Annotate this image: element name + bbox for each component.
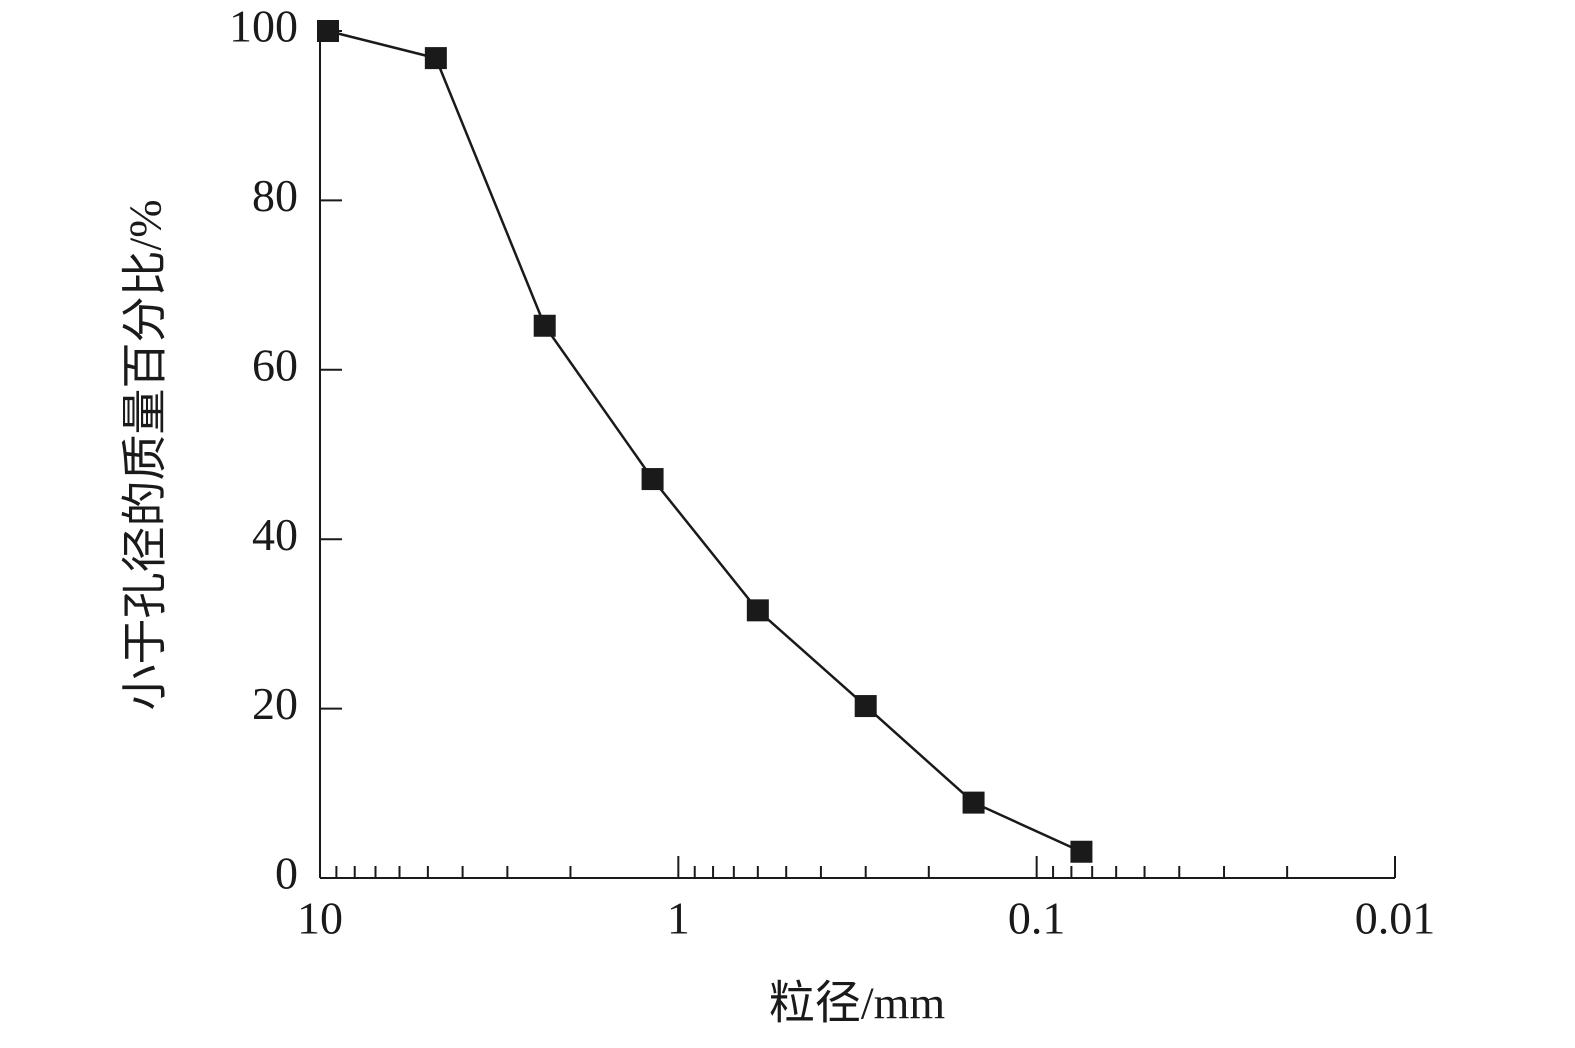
y-tick-label: 60 [252,339,298,390]
marker [641,468,664,491]
data-line [327,29,1082,853]
x-axis-label: 粒径/mm [769,978,946,1029]
y-axis-label: 小于孔径的质量百分比/% [120,199,171,710]
marker [854,695,877,718]
marker [1070,840,1093,863]
y-tick-label: 0 [275,848,298,899]
marker [424,47,447,70]
y-tick-label: 80 [252,170,298,221]
y-tick-label: 100 [229,1,298,52]
marker [533,314,556,337]
marker [962,791,985,814]
marker [316,20,339,42]
x-tick-label: 1 [667,893,690,944]
y-tick-label: 40 [252,509,298,560]
x-tick-label: 0.1 [1008,893,1066,944]
x-tick-label: 10 [297,893,343,944]
marker [746,599,769,622]
y-tick-label: 20 [252,678,298,729]
x-tick-label: 0.01 [1355,893,1436,944]
